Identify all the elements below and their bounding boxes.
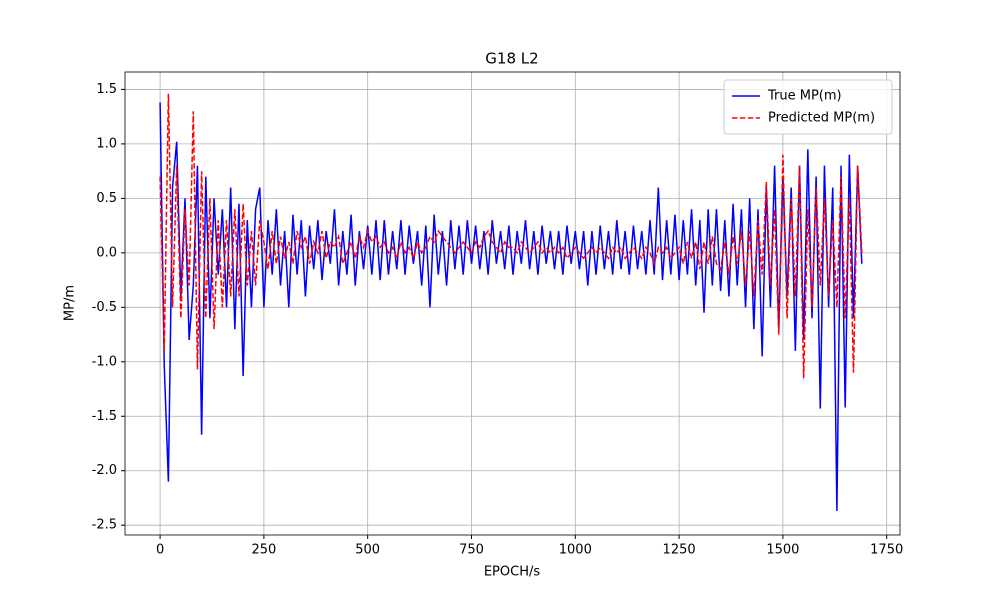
x-tick-label: 750: [459, 543, 484, 558]
x-tick-label: 1250: [663, 543, 696, 558]
y-tick-label: 0.5: [96, 191, 117, 206]
x-tick-label: 1500: [766, 543, 799, 558]
y-tick-label: -2.0: [92, 463, 117, 478]
x-tick-label: 500: [355, 543, 380, 558]
x-tick-label: 0: [156, 543, 164, 558]
y-tick-label: 0.0: [96, 245, 117, 260]
y-tick-label: 1.5: [96, 82, 117, 97]
x-tick-label: 250: [251, 543, 276, 558]
plot-frame: [124, 71, 901, 536]
x-tick-label: 1000: [559, 543, 592, 558]
y-tick-label: -1.5: [92, 409, 117, 424]
y-tick-label: -0.5: [92, 300, 117, 315]
y-tick-label: -1.0: [92, 354, 117, 369]
x-tick-label: 1750: [870, 543, 903, 558]
series-line: [159, 102, 863, 512]
y-axis-label: MP/m: [63, 285, 78, 321]
y-tick-label: 1.0: [96, 136, 117, 151]
legend-label: True MP(m): [767, 89, 842, 104]
x-axis-label: EPOCH/s: [484, 565, 541, 580]
legend-label: Predicted MP(m): [768, 111, 875, 126]
series-line: [159, 93, 863, 379]
legend-box: [723, 79, 893, 135]
chart-title: G18 L2: [485, 50, 538, 68]
y-tick-label: -2.5: [92, 518, 117, 533]
